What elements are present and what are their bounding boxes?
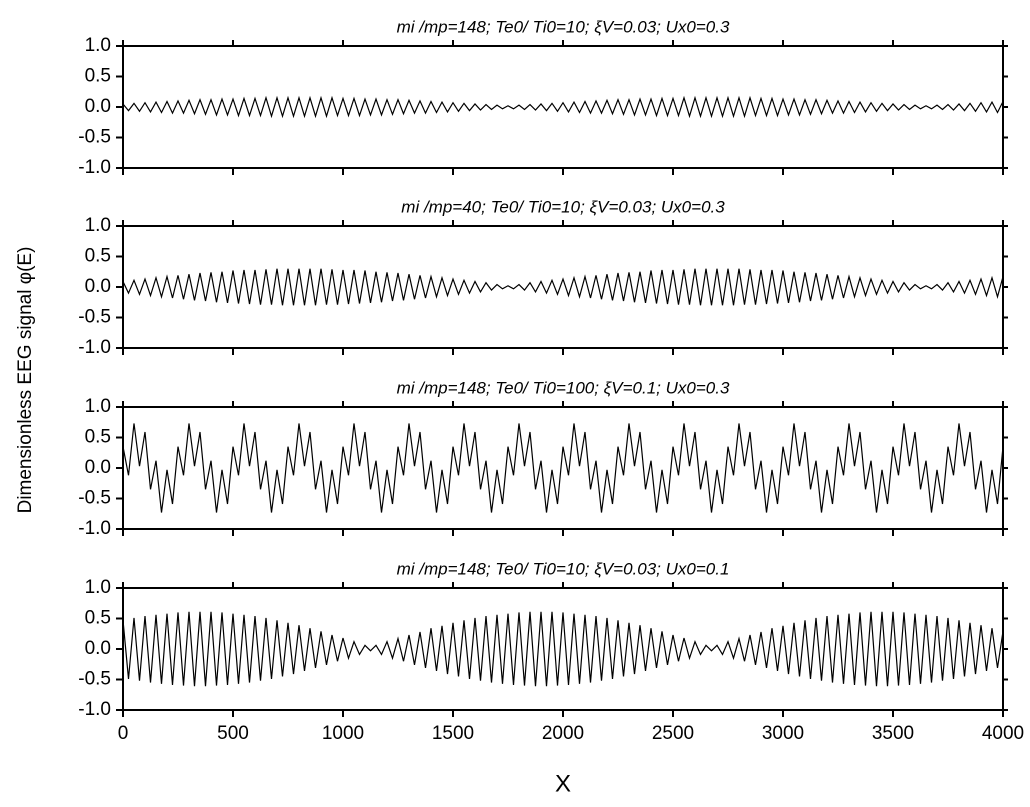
x-tick-label: 2500 [652, 723, 694, 744]
x-tick-label: 0 [118, 723, 129, 744]
x-axis-label: X [555, 770, 571, 797]
y-tick-label: 1.0 [85, 35, 111, 56]
y-tick-label: 0.0 [85, 638, 111, 659]
plot-frame [122, 45, 1004, 169]
y-tick-label: -1.0 [78, 337, 111, 358]
x-tick-label: 1500 [432, 723, 474, 744]
x-tick-label: 1000 [322, 723, 364, 744]
x-tick-label: 2000 [542, 723, 584, 744]
y-tick-label: -0.5 [78, 669, 111, 690]
y-tick-label: -0.5 [78, 488, 111, 509]
y-tick-label: 0.5 [85, 246, 111, 267]
panel-title: mi /mp=40; Te0/ Ti0=10; ξV=0.03; Ux0=0.3 [401, 197, 725, 216]
y-tick-label: -1.0 [78, 699, 111, 720]
y-tick-label: -0.5 [78, 307, 111, 328]
y-tick-label: 1.0 [85, 215, 111, 236]
signal-line [122, 423, 1004, 513]
y-tick-label: -1.0 [78, 157, 111, 178]
y-tick-label: 0.0 [85, 457, 111, 478]
y-tick-label: 0.5 [85, 66, 111, 87]
plot-frame [122, 587, 1004, 711]
signal-line [122, 611, 1004, 687]
panel-title: mi /mp=148; Te0/ Ti0=10; ξV=0.03; Ux0=0.… [397, 17, 730, 36]
signal-line [122, 95, 1004, 119]
x-tick-label: 3000 [762, 723, 804, 744]
plot-frame [122, 406, 1004, 530]
y-tick-label: 1.0 [85, 577, 111, 598]
panel-title: mi /mp=148; Te0/ Ti0=100; ξV=0.1; Ux0=0.… [397, 378, 730, 397]
y-tick-label: -1.0 [78, 518, 111, 539]
x-tick-label: 4000 [982, 723, 1024, 744]
y-tick-label: 1.0 [85, 396, 111, 417]
y-tick-label: 0.5 [85, 427, 111, 448]
y-axis-label: Dimensionless EEG signal φ(E) [15, 247, 36, 514]
x-tick-label: 3500 [872, 723, 914, 744]
y-tick-label: 0.0 [85, 276, 111, 297]
panel-title: mi /mp=148; Te0/ Ti0=10; ξV=0.03; Ux0=0.… [397, 559, 730, 578]
x-tick-label: 500 [217, 723, 249, 744]
y-tick-label: -0.5 [78, 127, 111, 148]
plot-frame [122, 225, 1004, 349]
y-tick-label: 0.0 [85, 96, 111, 117]
signal-line [122, 268, 1004, 306]
y-tick-label: 0.5 [85, 608, 111, 629]
